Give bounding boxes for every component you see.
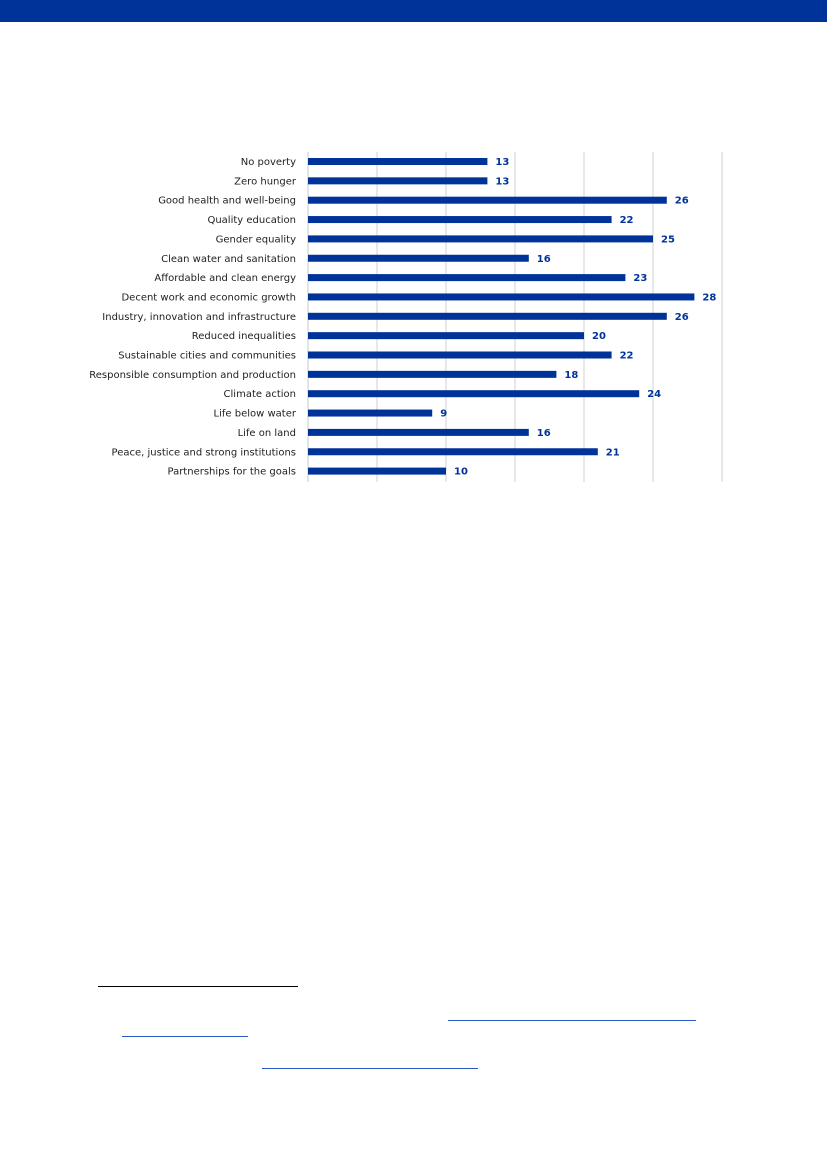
top-header-band bbox=[0, 0, 827, 22]
bar bbox=[308, 312, 667, 320]
data-label: 25 bbox=[661, 234, 675, 245]
data-label: 13 bbox=[495, 157, 509, 168]
category-label: Industry, innovation and infrastructure bbox=[102, 312, 296, 323]
bar bbox=[308, 390, 640, 398]
data-label: 10 bbox=[454, 467, 468, 478]
chart-bars bbox=[308, 158, 695, 475]
bar bbox=[308, 467, 446, 475]
footnote-link-1[interactable] bbox=[448, 1020, 696, 1021]
bar bbox=[308, 409, 433, 417]
category-label: Zero hunger bbox=[234, 176, 297, 187]
bar bbox=[308, 158, 488, 165]
bar bbox=[308, 235, 653, 243]
data-label: 21 bbox=[606, 447, 620, 458]
data-label: 16 bbox=[537, 254, 551, 265]
category-label: Good health and well-being bbox=[158, 196, 296, 207]
footnote-link-2[interactable] bbox=[262, 1068, 478, 1069]
bar bbox=[308, 332, 584, 340]
bar bbox=[308, 293, 695, 301]
data-label: 13 bbox=[495, 176, 509, 187]
data-label: 20 bbox=[592, 331, 606, 342]
category-label: Affordable and clean energy bbox=[154, 273, 296, 284]
bar bbox=[308, 428, 529, 436]
category-label: Partnerships for the goals bbox=[167, 467, 296, 478]
category-label: Life below water bbox=[214, 409, 297, 420]
bar bbox=[308, 254, 529, 262]
data-label: 22 bbox=[620, 351, 634, 362]
chart-labels: No poverty 13 Zero hunger 13 Good health and… bbox=[89, 157, 716, 478]
footnote-separator bbox=[98, 986, 298, 987]
category-label: Climate action bbox=[224, 389, 296, 400]
category-label: Clean water and sanitation bbox=[161, 254, 296, 265]
bar bbox=[308, 177, 488, 185]
bar bbox=[308, 351, 612, 359]
category-label: No poverty bbox=[241, 157, 296, 168]
data-label: 26 bbox=[675, 312, 689, 323]
category-label: Sustainable cities and communities bbox=[118, 351, 296, 362]
bar bbox=[308, 274, 626, 282]
data-label: 26 bbox=[675, 196, 689, 207]
category-label: Gender equality bbox=[216, 234, 296, 245]
data-label: 24 bbox=[647, 389, 661, 400]
category-label: Reduced inequalities bbox=[192, 331, 296, 342]
data-label: 22 bbox=[620, 215, 634, 226]
data-label: 28 bbox=[702, 292, 716, 303]
bar bbox=[308, 196, 667, 204]
data-label: 16 bbox=[537, 428, 551, 439]
bar bbox=[308, 448, 598, 456]
category-label: Decent work and economic growth bbox=[121, 292, 296, 303]
category-label: Quality education bbox=[207, 215, 296, 226]
footnote-link-1-continued[interactable] bbox=[122, 1036, 248, 1037]
bar bbox=[308, 216, 612, 224]
data-label: 9 bbox=[440, 409, 447, 420]
category-label: Peace, justice and strong institutions bbox=[112, 447, 296, 458]
category-label: Responsible consumption and production bbox=[89, 370, 296, 381]
data-label: 18 bbox=[564, 370, 578, 381]
data-label: 23 bbox=[633, 273, 647, 284]
bar bbox=[308, 370, 557, 378]
category-label: Life on land bbox=[238, 428, 296, 439]
